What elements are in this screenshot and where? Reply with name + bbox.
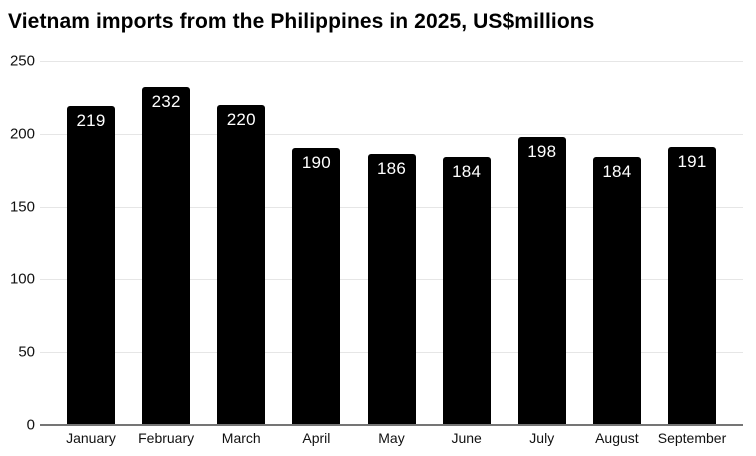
bar-september: 191: [668, 146, 716, 425]
bar-value-label: 219: [76, 111, 106, 131]
y-axis-tick-50: 50: [18, 343, 35, 361]
bar-value-label: 220: [226, 109, 256, 129]
gridline-200: [40, 133, 743, 135]
x-axis-label-september: September: [657, 430, 727, 446]
bar-february: 232: [142, 87, 191, 425]
bar-july: 198: [517, 136, 566, 425]
gridline-250: [40, 61, 743, 62]
bar-march: 220: [217, 104, 266, 425]
bar-value-label: 191: [677, 151, 707, 171]
bar-value-label: 186: [377, 159, 406, 179]
x-axis-label-march: March: [221, 430, 261, 446]
y-axis-tick-250: 250: [9, 52, 35, 70]
x-axis-label-april: April: [302, 430, 331, 446]
x-axis-label-august: August: [595, 430, 639, 446]
x-axis-label-june: June: [451, 430, 482, 446]
bar-value-label: 184: [602, 162, 632, 182]
x-axis-label-may: May: [378, 430, 405, 446]
y-axis-tick-150: 150: [9, 198, 35, 216]
x-axis-label-february: February: [138, 430, 195, 446]
y-axis-tick-0: 0: [26, 416, 35, 434]
x-axis-line: [40, 424, 743, 426]
bar-value-label: 184: [452, 162, 482, 182]
bar-june: 184: [442, 157, 491, 425]
bar-april: 190: [292, 148, 341, 425]
chart-title: Vietnam imports from the Philippines in …: [8, 10, 595, 33]
bar-value-label: 232: [151, 92, 181, 112]
x-axis-label-january: January: [66, 430, 116, 446]
x-axis-label-july: July: [529, 430, 555, 446]
bar-value-label: 190: [301, 153, 331, 173]
bar-may: 186: [367, 154, 416, 425]
bar-value-label: 198: [527, 141, 557, 161]
bar-january: 219: [67, 106, 115, 425]
y-axis-tick-200: 200: [9, 125, 35, 143]
bar-august: 184: [592, 157, 641, 425]
y-axis-tick-100: 100: [9, 270, 35, 288]
